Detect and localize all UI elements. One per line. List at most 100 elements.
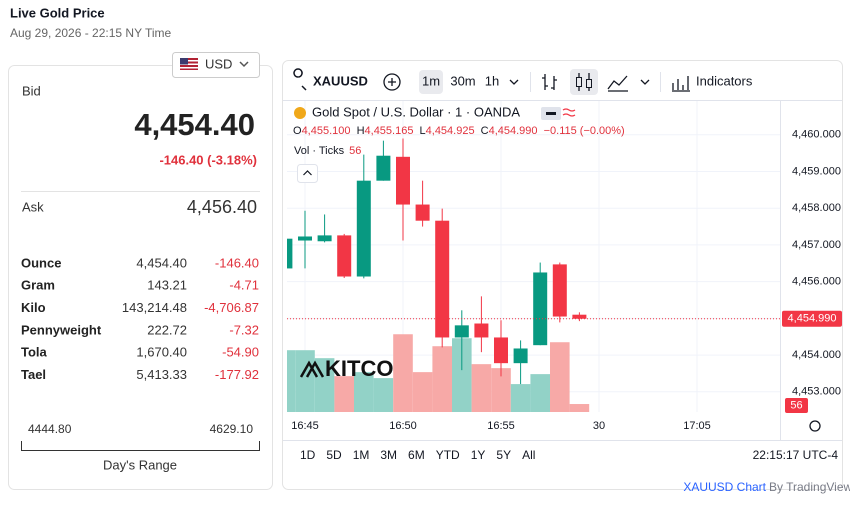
range-low: 4444.80 bbox=[28, 422, 72, 436]
interval[interactable]: 30m bbox=[450, 73, 475, 88]
range-button[interactable]: YTD bbox=[436, 448, 460, 462]
range-label: Day's Range bbox=[103, 457, 177, 472]
volume-bar bbox=[432, 346, 452, 412]
y-tick-label: 4,458.000 bbox=[792, 202, 841, 214]
legend-label: H bbox=[357, 125, 365, 137]
search-icon bbox=[293, 68, 307, 91]
candle-body bbox=[552, 264, 567, 317]
bid-price: 4,454.40 bbox=[134, 107, 255, 142]
volume-bar bbox=[550, 342, 570, 412]
candle-body bbox=[337, 235, 352, 277]
volume-bar bbox=[287, 350, 296, 412]
symbol[interactable]: XAUUSD bbox=[313, 73, 368, 88]
x-tick-label: 16:55 bbox=[487, 420, 515, 432]
y-tick-label: 4,454.000 bbox=[792, 349, 841, 361]
legend-label: C bbox=[481, 125, 489, 137]
active-interval[interactable] bbox=[419, 70, 443, 94]
range-button[interactable]: 3M bbox=[380, 448, 397, 462]
indicators-button[interactable]: Indicators bbox=[696, 73, 753, 88]
volume-legend-value: 56 bbox=[349, 145, 361, 157]
unit-price: 143,214.48 bbox=[122, 300, 187, 315]
unit-name: Ounce bbox=[21, 255, 61, 270]
unit-name: Pennyweight bbox=[21, 322, 102, 337]
candle-body bbox=[396, 156, 410, 205]
ohlc-legend: O4,455.100 H4,455.165 L4,454.925 C4,454.… bbox=[293, 125, 625, 137]
legend-change: −0.115 (−0.00%) bbox=[544, 125, 625, 137]
unit-price: 4,454.40 bbox=[136, 255, 187, 270]
volume-bar bbox=[412, 372, 433, 412]
unit-change: -177.92 bbox=[215, 367, 259, 382]
volume-legend: Vol · Ticks 56 bbox=[294, 145, 361, 157]
range-button[interactable]: 1D bbox=[300, 448, 316, 462]
range-button[interactable]: 1M bbox=[353, 448, 370, 462]
footer-by: By TradingView bbox=[769, 480, 850, 494]
last-volume-label: 56 bbox=[790, 399, 802, 411]
interval[interactable]: 1m bbox=[422, 73, 440, 88]
unit-name: Tael bbox=[21, 367, 46, 382]
last-price-label: 4,454.990 bbox=[788, 313, 837, 325]
range-high: 4629.10 bbox=[210, 422, 254, 436]
unit-name: Kilo bbox=[21, 300, 46, 315]
candles-icon bbox=[586, 79, 592, 88]
legend-value: 4,454.990 bbox=[489, 125, 538, 137]
collapse-legend[interactable] bbox=[297, 164, 318, 183]
candle-body bbox=[435, 220, 450, 338]
units-table: Ounce 4,454.40 -146.40 Gram 143.21 -4.71 Kilo 1… bbox=[21, 255, 259, 382]
candle-body bbox=[494, 337, 508, 364]
chart-type-menu[interactable] bbox=[640, 79, 650, 85]
legend-label: L bbox=[420, 125, 426, 137]
candle-body bbox=[356, 180, 371, 277]
price-card bbox=[8, 65, 273, 490]
toggle-icon bbox=[546, 112, 556, 115]
x-tick-label: 30 bbox=[593, 420, 605, 432]
volume-bar bbox=[334, 376, 354, 412]
collapse-icon bbox=[303, 170, 312, 176]
volume-bar bbox=[295, 350, 315, 412]
range-button[interactable]: 5Y bbox=[496, 448, 511, 462]
unit-price: 5,413.33 bbox=[136, 367, 187, 382]
ask-label: Ask bbox=[22, 199, 44, 214]
unit-name: Tola bbox=[21, 345, 48, 360]
bid-label: Bid bbox=[22, 83, 41, 98]
volume-bar bbox=[373, 378, 394, 412]
range-button[interactable]: 5D bbox=[326, 448, 342, 462]
candles-active[interactable] bbox=[570, 69, 598, 95]
watermark: KITCO bbox=[325, 356, 393, 381]
volume-bar bbox=[569, 404, 590, 412]
interval[interactable]: 1h bbox=[485, 73, 499, 88]
y-tick-label: 4,460.000 bbox=[792, 129, 841, 141]
volume-bar bbox=[354, 372, 374, 412]
x-tick-label: 16:50 bbox=[389, 420, 417, 432]
unit-change: -4.71 bbox=[229, 278, 259, 293]
candle-body bbox=[287, 238, 293, 269]
indicators-icon[interactable] bbox=[672, 76, 690, 92]
range-button[interactable]: 6M bbox=[408, 448, 425, 462]
unit-change: -146.40 bbox=[215, 255, 259, 270]
range-bar bbox=[21, 441, 260, 451]
footer-link[interactable]: XAUUSD Chart bbox=[683, 480, 766, 494]
range-button[interactable]: All bbox=[522, 448, 535, 462]
clock: 22:15:17 UTC-4 bbox=[753, 448, 839, 462]
chart: 4,453.0004,454.0004,455.0004,456.0004,45… bbox=[287, 101, 842, 440]
interval-menu[interactable] bbox=[509, 79, 519, 85]
currency-select[interactable]: USD bbox=[172, 52, 260, 78]
candle-body bbox=[317, 235, 332, 242]
plus-icon bbox=[388, 78, 396, 86]
volume-legend-label: Vol · Ticks bbox=[294, 145, 345, 157]
flag-canton bbox=[180, 58, 188, 65]
y-tick-label: 4,457.000 bbox=[792, 239, 841, 251]
last-price-box bbox=[782, 310, 842, 327]
volume-bar bbox=[471, 364, 492, 412]
y-tick-label: 4,456.000 bbox=[792, 276, 841, 288]
compare-button[interactable] bbox=[383, 73, 401, 91]
area-icon[interactable] bbox=[607, 75, 628, 92]
y-tick-label: 4,459.000 bbox=[792, 165, 841, 177]
range-button[interactable]: 1Y bbox=[471, 448, 486, 462]
legend-value: 4,455.165 bbox=[365, 125, 414, 137]
bars-icon[interactable] bbox=[542, 74, 557, 90]
settings-button[interactable] bbox=[809, 420, 821, 432]
timestamp: Aug 29, 2026 - 22:15 NY Time bbox=[10, 26, 172, 40]
unit-change: -4,706.87 bbox=[204, 300, 259, 315]
candle-body bbox=[376, 155, 391, 181]
candle-body bbox=[474, 323, 489, 338]
